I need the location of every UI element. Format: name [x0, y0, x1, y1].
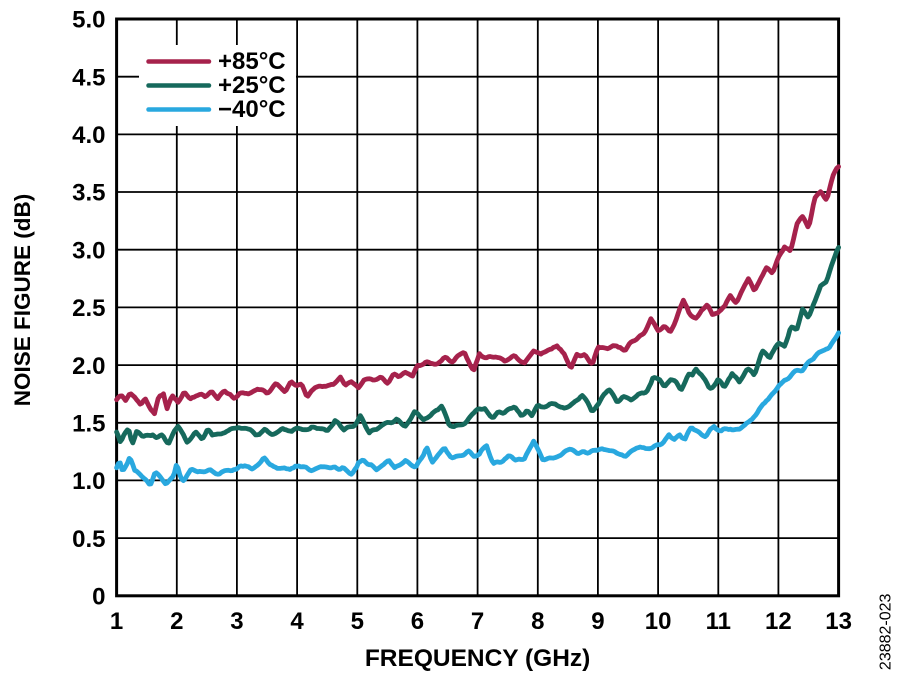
svg-text:+85°C: +85°C — [218, 48, 286, 75]
svg-text:2: 2 — [170, 608, 183, 635]
svg-text:3: 3 — [230, 608, 243, 635]
svg-text:5.0: 5.0 — [72, 7, 105, 34]
svg-text:4.5: 4.5 — [72, 64, 105, 91]
svg-text:NOISE FIGURE (dB): NOISE FIGURE (dB) — [10, 194, 35, 407]
svg-text:FREQUENCY (GHz): FREQUENCY (GHz) — [365, 645, 591, 672]
svg-text:0: 0 — [92, 584, 105, 611]
svg-text:10: 10 — [645, 608, 672, 635]
svg-text:7: 7 — [471, 608, 484, 635]
svg-text:1.5: 1.5 — [72, 411, 105, 438]
svg-text:1.0: 1.0 — [72, 468, 105, 495]
svg-text:13: 13 — [825, 608, 852, 635]
svg-text:3.0: 3.0 — [72, 237, 105, 264]
svg-text:2.0: 2.0 — [72, 353, 105, 380]
svg-text:9: 9 — [591, 608, 604, 635]
svg-text:1: 1 — [110, 608, 123, 635]
svg-text:12: 12 — [765, 608, 792, 635]
svg-text:0.5: 0.5 — [72, 526, 105, 553]
svg-text:5: 5 — [351, 608, 364, 635]
svg-text:4.0: 4.0 — [72, 122, 105, 149]
svg-text:−40°C: −40°C — [218, 96, 286, 123]
svg-text:6: 6 — [411, 608, 424, 635]
svg-text:8: 8 — [531, 608, 544, 635]
svg-text:3.5: 3.5 — [72, 180, 105, 207]
svg-text:+25°C: +25°C — [218, 72, 286, 99]
svg-text:23882-023: 23882-023 — [878, 593, 895, 670]
svg-text:2.5: 2.5 — [72, 295, 105, 322]
svg-text:11: 11 — [706, 608, 731, 635]
svg-text:4: 4 — [290, 608, 304, 635]
